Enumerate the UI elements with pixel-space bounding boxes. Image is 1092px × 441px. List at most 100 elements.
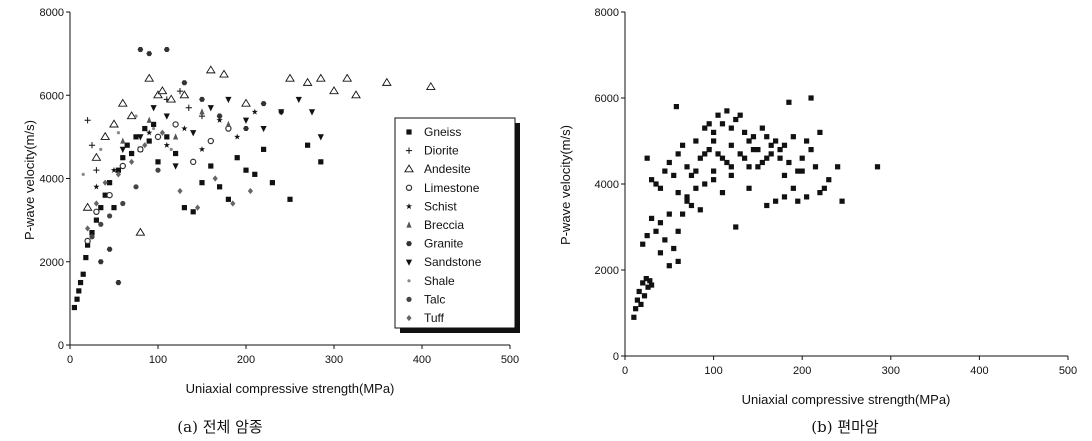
data-point	[305, 142, 311, 148]
data-point	[702, 151, 708, 157]
data-point	[98, 205, 104, 211]
x-axis-label: Uniaxial compressive strength(MPa)	[186, 381, 395, 396]
data-point	[657, 185, 664, 191]
data-point	[159, 129, 165, 136]
legend-label: Diorite	[424, 144, 459, 158]
data-point	[342, 73, 353, 82]
y-tick-label: 6000	[595, 93, 619, 105]
x-tick-label: 100	[149, 354, 167, 366]
data-point	[697, 207, 703, 213]
data-point	[318, 159, 324, 165]
data-point	[251, 108, 258, 115]
data-point	[207, 105, 214, 112]
data-point	[181, 125, 188, 132]
chart-b: 0 100 200 300 400 500 0 2000 4000 6000 8000 Uniaxi…	[558, 7, 1077, 436]
caption-a: (a) 전체 암종	[177, 418, 262, 436]
data-point	[241, 98, 251, 107]
data-point	[163, 46, 170, 52]
data-point	[648, 282, 655, 288]
data-point	[711, 129, 717, 135]
data-point	[135, 227, 146, 236]
data-point	[702, 125, 708, 131]
data-point	[225, 96, 232, 104]
data-point	[146, 138, 152, 144]
data-point	[826, 177, 832, 183]
x-tick-label: 400	[413, 354, 431, 366]
data-point	[137, 46, 144, 52]
data-point	[786, 99, 792, 105]
data-point	[781, 142, 788, 148]
legend-item: Andesite	[404, 162, 471, 176]
legend-marker	[406, 221, 412, 228]
data-point	[85, 242, 91, 248]
legend-item: Limestone	[405, 181, 480, 195]
data-point	[671, 172, 677, 178]
data-point	[795, 198, 801, 204]
data-point	[808, 147, 814, 153]
legend-label: Tuff	[424, 311, 445, 325]
data-point	[755, 147, 761, 153]
data-point	[88, 142, 96, 149]
data-point	[821, 185, 827, 191]
data-point	[153, 90, 163, 99]
data-point	[84, 237, 91, 245]
data-point	[164, 134, 170, 140]
legend-marker	[406, 129, 412, 135]
y-axis-label: P-wave velocity(m/s)	[558, 125, 573, 245]
data-point	[116, 131, 120, 135]
data-point	[643, 276, 649, 282]
y-tick-label: 6000	[40, 90, 64, 102]
legend: Gneiss Diorite Andesite Limestone Schist Brec…	[404, 125, 482, 325]
data-point	[234, 155, 240, 161]
data-point	[128, 150, 135, 157]
data-point	[425, 81, 436, 90]
data-point	[163, 141, 170, 148]
data-point	[777, 147, 783, 153]
data-point	[653, 181, 659, 187]
data-point	[381, 77, 392, 86]
data-point	[242, 117, 250, 124]
data-point	[640, 241, 646, 247]
data-point	[115, 280, 122, 286]
legend-item: Shale	[407, 274, 455, 288]
data-point	[351, 90, 361, 99]
data-point	[142, 142, 148, 149]
data-point	[644, 155, 650, 161]
data-point	[269, 180, 275, 186]
data-point	[728, 164, 734, 170]
data-point	[781, 194, 788, 200]
data-point	[662, 237, 668, 243]
data-point	[100, 131, 111, 140]
data-point	[137, 146, 144, 153]
data-point	[181, 205, 187, 211]
data-point	[839, 198, 845, 204]
data-point	[190, 130, 197, 137]
data-point	[715, 151, 721, 157]
data-point	[673, 104, 679, 110]
data-point	[155, 167, 161, 173]
data-point	[169, 147, 173, 151]
x-tick-label: 0	[67, 354, 73, 366]
data-point	[693, 168, 699, 174]
data-point	[638, 301, 644, 307]
data-point	[89, 234, 95, 240]
data-point	[260, 101, 267, 107]
data-point	[146, 51, 153, 57]
data-point	[666, 211, 672, 217]
data-point	[653, 228, 659, 234]
legend-item: Schist	[405, 199, 457, 213]
legend-item: Gneiss	[406, 125, 461, 139]
data-point	[657, 250, 664, 256]
data-point	[181, 80, 188, 86]
y-tick-label: 4000	[595, 179, 619, 191]
data-point	[106, 246, 113, 252]
data-point	[684, 164, 690, 170]
data-point	[216, 116, 223, 123]
data-point	[746, 164, 752, 170]
data-point	[657, 220, 664, 226]
data-point	[111, 205, 117, 211]
data-point	[199, 180, 205, 186]
data-point	[144, 73, 155, 82]
data-point	[781, 172, 788, 178]
legend-label: Sandstone	[424, 255, 482, 269]
